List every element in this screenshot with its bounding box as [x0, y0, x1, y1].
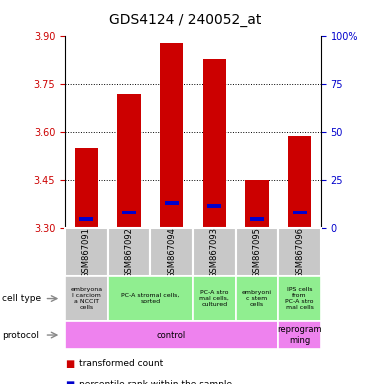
Text: PC-A stromal cells,
sorted: PC-A stromal cells, sorted [121, 293, 180, 304]
Bar [236, 276, 278, 321]
Bar [122, 210, 136, 214]
Bar [203, 59, 226, 228]
Text: GSM867094: GSM867094 [167, 227, 176, 278]
Bar [108, 276, 193, 321]
Bar [79, 217, 93, 221]
Bar [75, 149, 98, 228]
Bar [108, 228, 150, 276]
Bar [193, 276, 236, 321]
Text: control: control [157, 331, 186, 339]
Text: cell type: cell type [2, 294, 41, 303]
Bar [65, 228, 108, 276]
Bar [236, 228, 278, 276]
Text: GSM867095: GSM867095 [252, 227, 262, 278]
Text: GSM867093: GSM867093 [210, 227, 219, 278]
Text: embryoni
c stem
cells: embryoni c stem cells [242, 290, 272, 307]
Text: PC-A stro
mal cells,
cultured: PC-A stro mal cells, cultured [199, 290, 229, 307]
Text: percentile rank within the sample: percentile rank within the sample [79, 380, 232, 384]
Bar [160, 43, 183, 228]
Bar [65, 321, 278, 349]
Bar [193, 228, 236, 276]
Text: protocol: protocol [2, 331, 39, 339]
Bar [207, 204, 221, 208]
Text: embryona
l carciom
a NCCIT
cells: embryona l carciom a NCCIT cells [70, 287, 102, 310]
Text: ■: ■ [65, 359, 74, 369]
Bar [250, 217, 264, 221]
Bar [278, 276, 321, 321]
Text: GSM867096: GSM867096 [295, 227, 304, 278]
Bar [117, 94, 141, 228]
Bar [278, 228, 321, 276]
Bar [150, 228, 193, 276]
Bar [165, 201, 178, 205]
Bar [288, 136, 311, 228]
Text: GDS4124 / 240052_at: GDS4124 / 240052_at [109, 13, 262, 27]
Bar [293, 210, 306, 214]
Text: IPS cells
from
PC-A stro
mal cells: IPS cells from PC-A stro mal cells [285, 287, 314, 310]
Bar [245, 180, 269, 228]
Text: GSM867091: GSM867091 [82, 227, 91, 278]
Text: transformed count: transformed count [79, 359, 163, 368]
Bar [65, 276, 108, 321]
Text: GSM867092: GSM867092 [124, 227, 134, 278]
Bar [278, 321, 321, 349]
Text: reprogram
ming: reprogram ming [277, 325, 322, 345]
Text: ■: ■ [65, 380, 74, 384]
